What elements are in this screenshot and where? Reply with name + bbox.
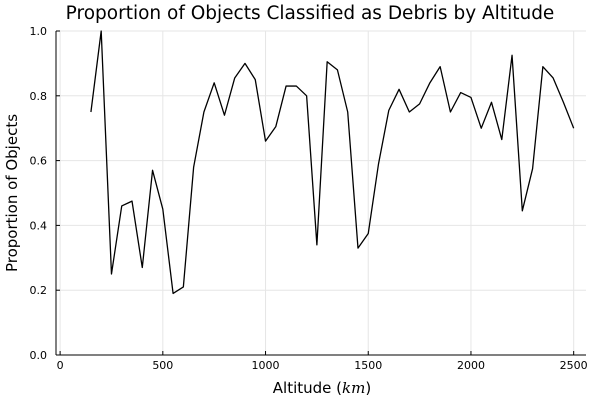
x-axis-label: Altitude (km) [273, 379, 371, 397]
y-tick-label: 0.4 [30, 219, 48, 232]
y-tick-label: 0.0 [30, 349, 48, 362]
x-axis-label-suffix: ) [365, 379, 371, 397]
series-layer [90, 30, 575, 295]
x-axis-label-prefix: Altitude ( [273, 379, 342, 397]
x-tick-label: 2500 [560, 359, 588, 372]
x-tick-label: 500 [152, 359, 173, 372]
series-line [90, 30, 575, 295]
y-tick-label: 0.6 [30, 155, 48, 168]
y-tick-label: 0.8 [30, 90, 48, 103]
ticks-layer: 0 500 1000 1500 2000 2500 0.0 0.2 0.4 0.6 0.8 1.0 [30, 25, 588, 372]
x-tick-label: 1000 [252, 359, 280, 372]
y-tick-label: 0.2 [30, 284, 48, 297]
y-tick-label: 1.0 [30, 25, 48, 38]
x-tick-label: 1500 [354, 359, 382, 372]
x-tick-label: 2000 [457, 359, 485, 372]
axes-layer [55, 31, 586, 356]
grid-layer [56, 30, 586, 356]
x-tick-label: 0 [57, 359, 64, 372]
chart-title: Proportion of Objects Classified as Debr… [66, 3, 555, 24]
y-axis-label: Proportion of Objects [3, 114, 21, 272]
x-axis-label-unit: km [342, 379, 365, 397]
